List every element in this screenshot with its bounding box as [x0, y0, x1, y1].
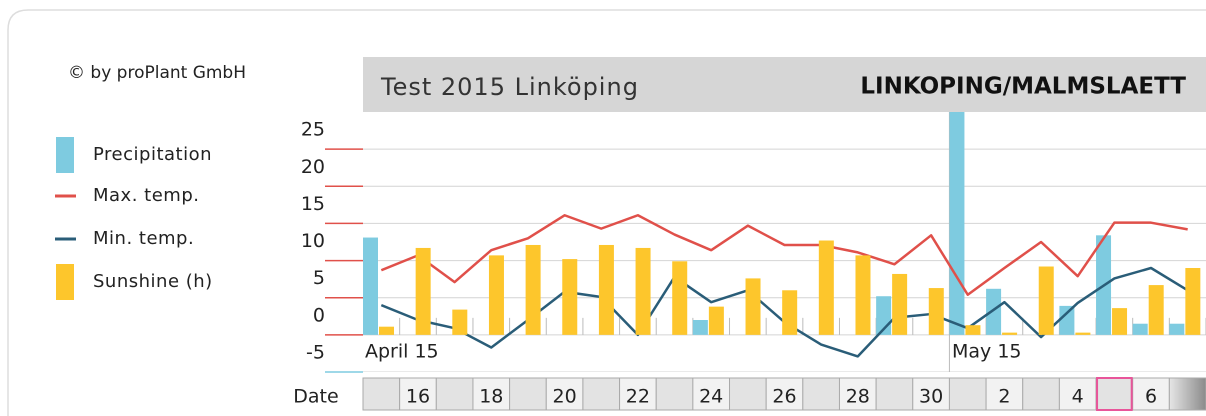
- header-band: [363, 57, 1206, 112]
- date-cell: [692, 377, 731, 411]
- bar: [635, 247, 651, 335]
- date-cell: [948, 377, 987, 411]
- date-cell: [1095, 377, 1134, 411]
- date-cell: [912, 377, 950, 411]
- bar: [488, 255, 504, 335]
- legend-label: Precipitation: [93, 144, 212, 165]
- bar: [525, 244, 541, 335]
- date-cell: [655, 377, 694, 411]
- legend-swatch: [56, 264, 74, 300]
- x-tick-label: 22: [626, 386, 650, 408]
- date-cell: [619, 377, 657, 411]
- bar: [986, 288, 1002, 335]
- chart-title: Test 2015 Linköping: [380, 73, 639, 101]
- station-name: LINKOPING/MALMSLAETT: [860, 74, 1186, 100]
- bar: [1038, 266, 1054, 335]
- y-tick-label: 25: [301, 119, 325, 141]
- x-tick-label: 2: [998, 386, 1010, 408]
- legend-swatch: [56, 137, 74, 173]
- y-tick-label: -5: [306, 342, 325, 364]
- x-tick-label: 20: [552, 386, 576, 408]
- x-tick-label: 4: [1072, 386, 1084, 408]
- bar: [818, 240, 834, 335]
- bar: [1059, 305, 1075, 335]
- bar: [415, 247, 431, 335]
- date-cell: [1058, 377, 1097, 411]
- date-cell: [875, 377, 914, 411]
- x-tick-label: 26: [772, 386, 796, 408]
- x-tick-label: 18: [479, 386, 503, 408]
- bar: [672, 261, 688, 335]
- date-cell: [729, 377, 767, 411]
- x-tick-label: 24: [699, 386, 723, 408]
- x-tick-label: 28: [846, 386, 870, 408]
- bar: [1002, 332, 1018, 335]
- bar: [1132, 323, 1148, 335]
- bar: [928, 288, 944, 335]
- bar: [949, 112, 965, 335]
- date-cell: [802, 377, 840, 411]
- date-cell: [582, 377, 621, 411]
- date-cell: [1022, 377, 1060, 411]
- x-axis-label: Date: [293, 386, 338, 408]
- date-cell: [1168, 377, 1206, 411]
- bar: [965, 325, 981, 335]
- bar: [1148, 285, 1164, 335]
- y-tick-label: 0: [313, 304, 325, 326]
- bar: [782, 290, 798, 335]
- legend-label: Min. temp.: [93, 228, 194, 249]
- month-label: May 15: [952, 341, 1022, 363]
- selected-day[interactable]: [1096, 377, 1133, 411]
- date-cell: [545, 377, 584, 411]
- y-tick-label: 20: [301, 156, 325, 178]
- y-tick-label: 15: [301, 193, 325, 215]
- date-cell: [399, 377, 437, 411]
- bar: [692, 320, 708, 335]
- bar: [855, 255, 871, 335]
- legend-label: Max. temp.: [93, 185, 199, 206]
- line: [380, 214, 1188, 296]
- month-label: April 15: [365, 341, 439, 363]
- x-tick-label: 16: [406, 386, 430, 408]
- date-cell: [472, 377, 511, 411]
- bar: [363, 237, 378, 335]
- bar: [1185, 268, 1201, 335]
- bar: [745, 278, 761, 335]
- y-tick-label: 10: [301, 230, 325, 252]
- copyright: © by proPlant GmbH: [68, 63, 246, 83]
- plot: [363, 112, 1206, 372]
- x-tick-label: 30: [919, 386, 943, 408]
- date-cell: [435, 377, 474, 411]
- bar: [892, 273, 908, 335]
- bar: [598, 244, 614, 335]
- bar: [452, 309, 468, 335]
- legend-label: Sunshine (h): [93, 271, 213, 292]
- date-cell: [765, 377, 804, 411]
- date-cell: [985, 377, 1024, 411]
- bar: [1112, 308, 1128, 335]
- y-tick-label: 5: [313, 267, 325, 289]
- x-tick-label: 6: [1145, 386, 1157, 408]
- date-cell: [362, 377, 401, 411]
- bar: [708, 306, 724, 335]
- date-cell: [509, 377, 547, 411]
- bar: [562, 259, 578, 335]
- bar: [1169, 323, 1185, 335]
- bar: [1075, 332, 1091, 335]
- bar: [379, 326, 394, 335]
